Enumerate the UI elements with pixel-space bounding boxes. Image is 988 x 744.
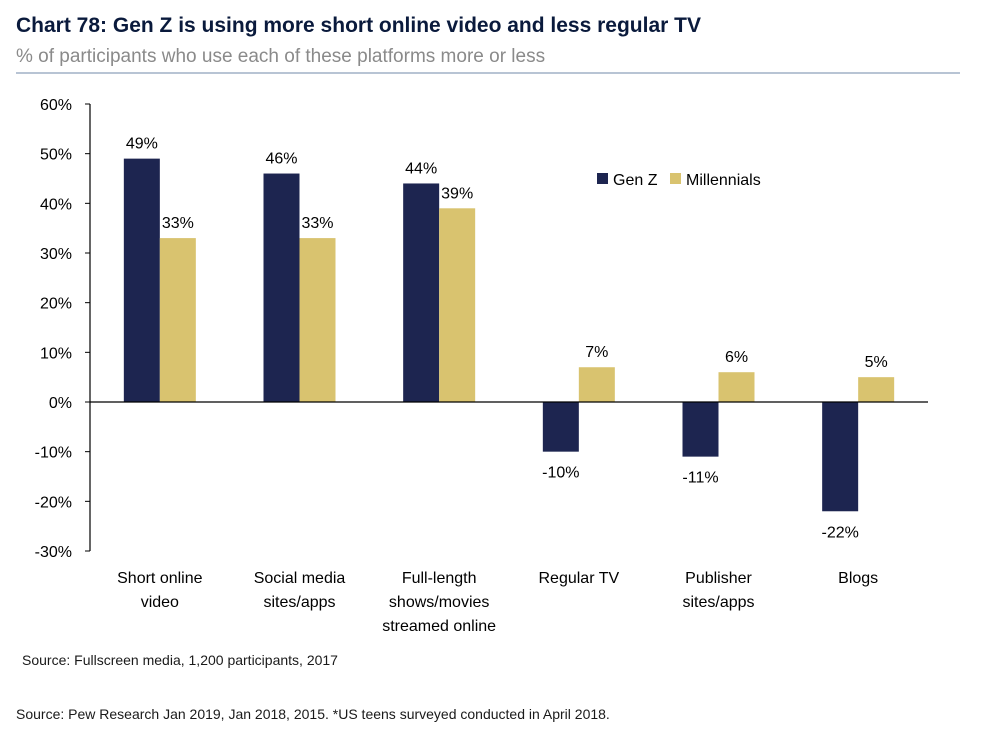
bar-gen-z (263, 173, 300, 402)
x-category-label: Short online (117, 570, 202, 587)
bar-gen-z (123, 158, 160, 402)
x-category-label: video (141, 594, 179, 611)
bar-millennials (159, 238, 196, 402)
bar-millennials (299, 238, 336, 402)
y-tick-label: 10% (40, 345, 72, 362)
data-label: -11% (682, 470, 718, 487)
bar-gen-z (822, 402, 859, 512)
x-category-label: sites/apps (263, 594, 335, 611)
title-divider (16, 72, 960, 74)
legend-label-gen-z: Gen Z (613, 172, 658, 189)
x-category-label: shows/movies (389, 594, 489, 611)
y-tick-label: 40% (40, 196, 72, 213)
legend-label-millennials: Millennials (686, 172, 761, 189)
y-tick-label: 30% (40, 246, 72, 263)
x-category-label: Blogs (838, 570, 878, 587)
x-category-label: Publisher (685, 570, 752, 587)
data-label: -10% (542, 465, 579, 482)
data-label: -22% (821, 524, 858, 541)
data-label: 44% (405, 160, 437, 177)
chart-subtitle: % of participants who use each of these … (16, 46, 546, 67)
bar-gen-z (682, 402, 719, 457)
legend-swatch-millennials (670, 173, 681, 184)
data-label: 33% (301, 215, 333, 232)
x-category-label: streamed online (382, 618, 496, 635)
x-category-label: Social media (254, 570, 346, 587)
chart-title: Chart 78: Gen Z is using more short onli… (16, 14, 701, 37)
bar-gen-z (542, 402, 579, 452)
data-label: 39% (441, 185, 473, 202)
data-label: 7% (585, 344, 608, 361)
source-note-secondary: Source: Pew Research Jan 2019, Jan 2018,… (16, 706, 610, 722)
data-label: 46% (265, 151, 297, 168)
x-category-label: Regular TV (539, 570, 620, 587)
bar-millennials (718, 372, 755, 402)
data-label: 6% (725, 349, 748, 366)
x-category-label: Full-length (402, 570, 477, 587)
data-label: 33% (162, 215, 194, 232)
y-tick-label: -10% (35, 445, 72, 462)
bar-millennials (578, 367, 615, 402)
bar-millennials (439, 208, 476, 402)
y-tick-label: -30% (35, 544, 72, 561)
bar-gen-z (403, 183, 440, 402)
source-note-primary: Source: Fullscreen media, 1,200 particip… (22, 652, 338, 668)
data-label: 49% (126, 136, 158, 153)
y-tick-label: 0% (49, 395, 72, 412)
y-tick-label: -20% (35, 494, 72, 511)
bar-millennials (858, 377, 895, 402)
x-category-label: sites/apps (682, 594, 754, 611)
y-tick-label: 60% (40, 97, 72, 114)
y-tick-label: 50% (40, 147, 72, 164)
legend-swatch-gen-z (597, 173, 608, 184)
data-label: 5% (865, 354, 888, 371)
y-tick-label: 20% (40, 296, 72, 313)
